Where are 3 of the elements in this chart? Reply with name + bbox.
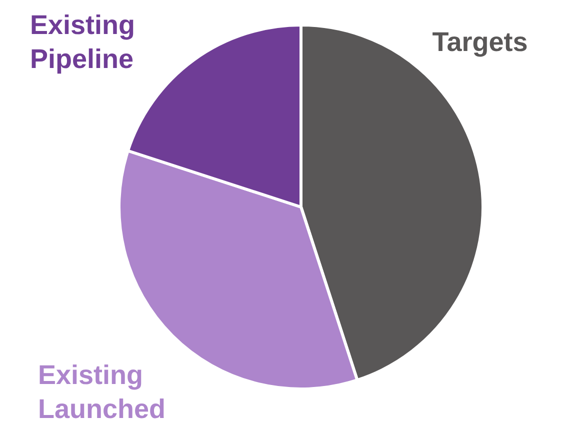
slice-label: Targets (432, 27, 528, 57)
slice-label: Existing Pipeline (30, 10, 136, 74)
slice-label: Existing Launched (38, 360, 166, 424)
